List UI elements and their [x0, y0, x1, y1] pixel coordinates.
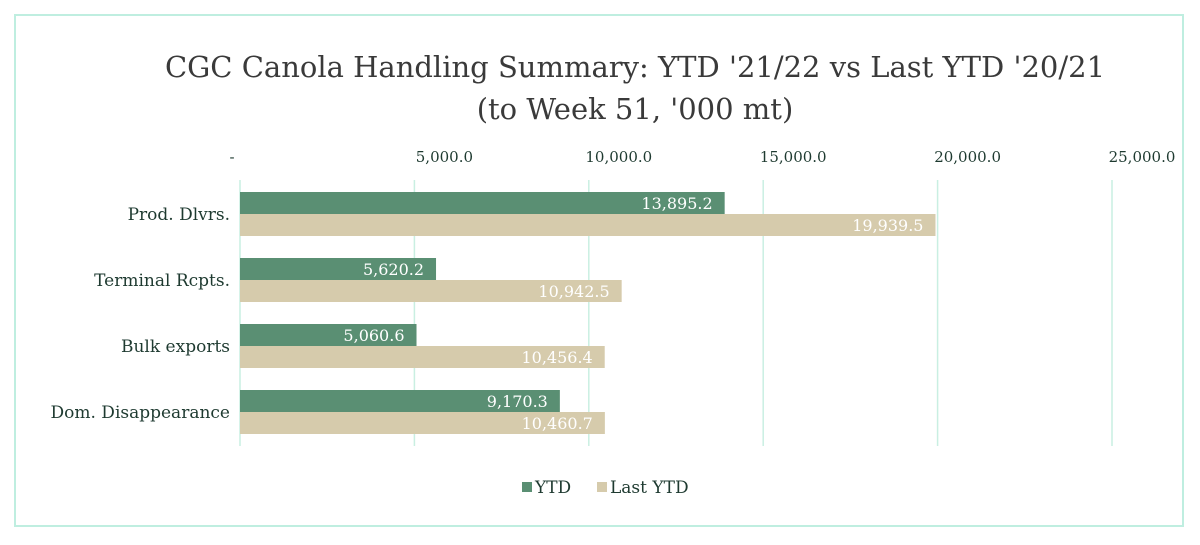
bar-ytd	[240, 390, 560, 412]
legend-swatch-ytd	[522, 482, 532, 492]
x-tick-label: 10,000.0	[585, 148, 652, 166]
category-label: Bulk exports	[121, 337, 230, 357]
bar-ytd	[240, 192, 725, 214]
chart-title-line-1: CGC Canola Handling Summary: YTD '21/22 …	[164, 50, 1106, 84]
bar-ytd	[240, 258, 437, 280]
data-label: 10,456.4	[521, 348, 592, 367]
category-label: Prod. Dlvrs.	[128, 205, 230, 225]
x-tick-label: 15,000.0	[760, 148, 827, 166]
x-tick-label: 5,000.0	[416, 148, 473, 166]
data-label: 9,170.3	[487, 392, 548, 411]
chart-frame	[14, 14, 1184, 527]
x-tick-label: 20,000.0	[934, 148, 1001, 166]
x-tick-label: -	[229, 148, 234, 166]
data-label: 5,620.2	[363, 260, 424, 279]
data-label: 5,060.6	[343, 326, 404, 345]
category-label: Dom. Disappearance	[51, 403, 230, 423]
legend-label-ytd: YTD	[534, 478, 571, 498]
bar-ytd	[240, 324, 417, 346]
chart-title-line-2: (to Week 51, '000 mt)	[476, 92, 794, 126]
data-label: 10,942.5	[538, 282, 609, 301]
data-label: 19,939.5	[852, 216, 923, 235]
data-label: 10,460.7	[522, 414, 593, 433]
bar-last-ytd	[240, 280, 622, 302]
bar-last-ytd	[240, 412, 605, 434]
legend-label-last-ytd: Last YTD	[610, 478, 689, 498]
data-label: 13,895.2	[641, 194, 712, 213]
bar-last-ytd	[240, 346, 605, 368]
legend-swatch-last-ytd	[597, 482, 607, 492]
category-label: Terminal Rcpts.	[94, 271, 230, 291]
bar-last-ytd	[240, 214, 936, 236]
chart-title: CGC Canola Handling Summary: YTD '21/22 …	[0, 46, 1200, 130]
x-tick-label: 25,000.0	[1109, 148, 1176, 166]
